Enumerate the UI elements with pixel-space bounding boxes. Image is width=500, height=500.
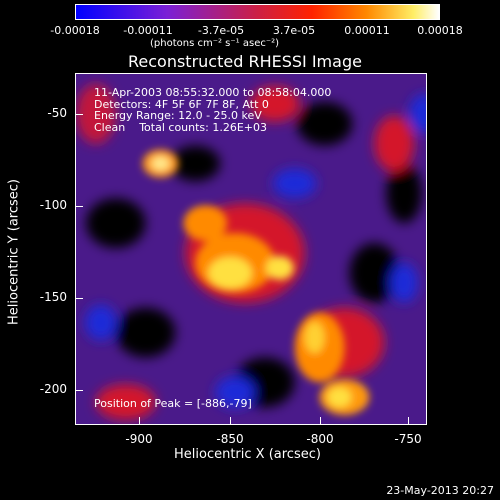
- x-tick-mark: [139, 417, 140, 425]
- x-tick-mark: [320, 417, 321, 425]
- colorbar-tick-label: 3.7e-05: [272, 24, 316, 37]
- y-tick-mark: [75, 390, 83, 391]
- info-energy-range: Energy Range: 12.0 - 25.0 keV: [94, 109, 262, 122]
- info-detectors: Detectors: 4F 5F 6F 7F 8F, Att 0: [94, 97, 269, 111]
- observation-info: 11-Apr-2003 08:55:32.000 to 08:58:04.000…: [94, 87, 331, 133]
- y-tick-label: -50: [47, 106, 67, 120]
- info-clean-counts: Clean Total counts: 1.26E+03: [94, 120, 268, 134]
- timestamp: 23-May-2013 20:27: [386, 484, 494, 497]
- colorbar-tick-label: -0.00018: [50, 24, 100, 37]
- rhessi-image: [76, 74, 426, 424]
- colorbar-tick-label: 0.00011: [344, 24, 390, 37]
- colorbar-gradient: [76, 5, 439, 19]
- colorbar: [75, 4, 440, 20]
- colorbar-units: (photons cm⁻² s⁻¹ asec⁻²): [150, 38, 280, 49]
- y-tick-label: -200: [39, 382, 67, 396]
- x-tick-label: -900: [125, 432, 153, 446]
- peak-position: Position of Peak = [-886,-79]: [94, 397, 252, 410]
- image-plot: [75, 73, 427, 425]
- colorbar-tick-label: 0.00018: [417, 24, 463, 37]
- x-tick-label: -800: [306, 432, 334, 446]
- x-tick-mark: [230, 417, 231, 425]
- x-tick-label: -750: [394, 432, 422, 446]
- y-axis-label: Heliocentric Y (arcsec): [6, 179, 22, 325]
- y-tick-mark: [75, 206, 83, 207]
- plot-title: Reconstructed RHESSI Image: [128, 52, 362, 71]
- x-axis-label: Heliocentric X (arcsec): [174, 447, 321, 462]
- y-tick-mark: [75, 298, 83, 299]
- x-tick-mark: [408, 417, 409, 425]
- y-tick-label: -100: [39, 198, 67, 212]
- colorbar-tick-label: -0.00011: [123, 24, 173, 37]
- colorbar-tick-label: -3.7e-05: [197, 24, 245, 37]
- y-tick-mark: [75, 114, 83, 115]
- x-tick-label: -850: [216, 432, 244, 446]
- y-tick-label: -150: [39, 290, 67, 304]
- info-time-range: 11-Apr-2003 08:55:32.000 to 08:58:04.000: [94, 86, 332, 99]
